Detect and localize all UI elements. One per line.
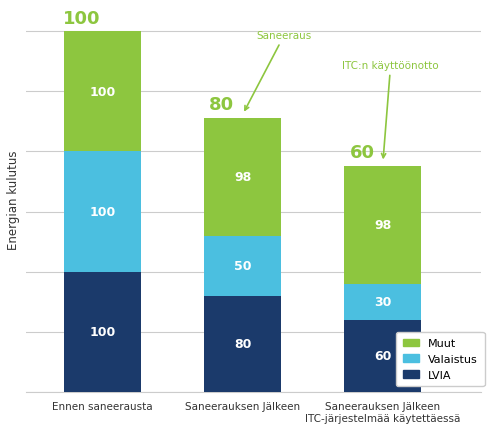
Text: 60: 60 <box>349 144 374 162</box>
Bar <box>344 320 421 392</box>
Text: 50: 50 <box>234 259 251 273</box>
Text: 100: 100 <box>90 206 116 218</box>
Text: ITC:n käyttöönotto: ITC:n käyttöönotto <box>343 61 439 158</box>
Text: Saneeraus: Saneeraus <box>245 31 312 111</box>
Text: 100: 100 <box>63 9 100 28</box>
Text: 98: 98 <box>234 171 251 184</box>
Bar <box>64 32 141 152</box>
Text: 60: 60 <box>374 350 392 362</box>
Legend: Muut, Valaistus, LVIA: Muut, Valaistus, LVIA <box>396 332 485 386</box>
Bar <box>204 296 281 392</box>
Bar <box>344 166 421 284</box>
Bar <box>204 236 281 296</box>
Bar <box>344 284 421 320</box>
Text: 80: 80 <box>209 96 234 114</box>
Bar <box>204 119 281 236</box>
Text: 80: 80 <box>234 338 251 350</box>
Bar <box>64 152 141 272</box>
Bar <box>64 272 141 392</box>
Text: 30: 30 <box>374 295 392 308</box>
Text: 100: 100 <box>90 86 116 99</box>
Text: 100: 100 <box>90 326 116 338</box>
Text: 98: 98 <box>374 219 392 232</box>
Y-axis label: Energian kulutus: Energian kulutus <box>7 150 20 250</box>
